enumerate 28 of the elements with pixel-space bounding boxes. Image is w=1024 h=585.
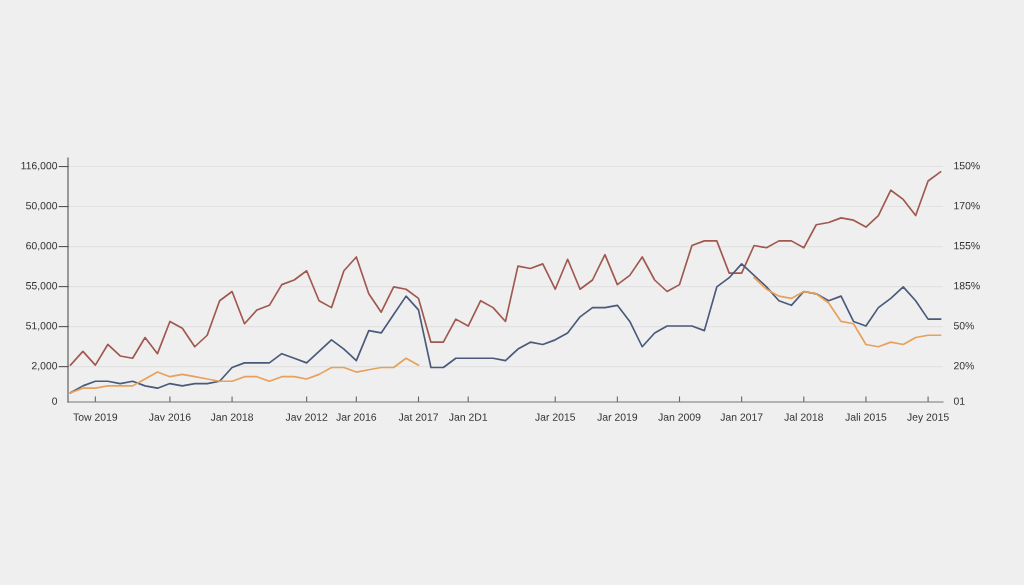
text: 01 (953, 397, 965, 405)
text: 2,000 (31, 362, 58, 371)
x-tick-label: Jan 2D1 (448, 413, 488, 421)
text: 116,000 (21, 161, 58, 171)
text: 50,000 (26, 201, 58, 211)
text: 50% (953, 322, 974, 330)
text: 170% (954, 201, 980, 210)
text: 0 (52, 397, 58, 405)
text: 155% (954, 242, 980, 250)
x-tick-label: Jat 2017 (398, 413, 438, 421)
x-tick-label: Jan 2017 (720, 413, 763, 421)
x-tick-label: Jar 2019 (597, 413, 638, 421)
x-tick-label: Jal 2018 (784, 413, 824, 421)
x-tick-label: Jar 2016 (336, 413, 377, 421)
x-tick-label: Jar 2015 (535, 413, 576, 421)
text: 150% (954, 161, 980, 170)
x-tick-label: Jali 2015 (845, 413, 887, 421)
x-tick-label: Jav 2012 (285, 413, 328, 421)
text: 55,000 (26, 282, 58, 291)
x-tick-label: Jav 2016 (148, 413, 191, 421)
text: 20% (954, 362, 974, 370)
x-tick-label: Jan 2009 (658, 413, 701, 421)
text: 51,000 (26, 322, 58, 331)
x-tick-label: Tow 2019 (73, 413, 118, 421)
text: 185% (954, 282, 980, 290)
text: 60,000 (26, 241, 58, 251)
x-tick-label: Jan 2018 (210, 413, 254, 421)
x-tick-label: Jey 2015 (907, 413, 949, 423)
